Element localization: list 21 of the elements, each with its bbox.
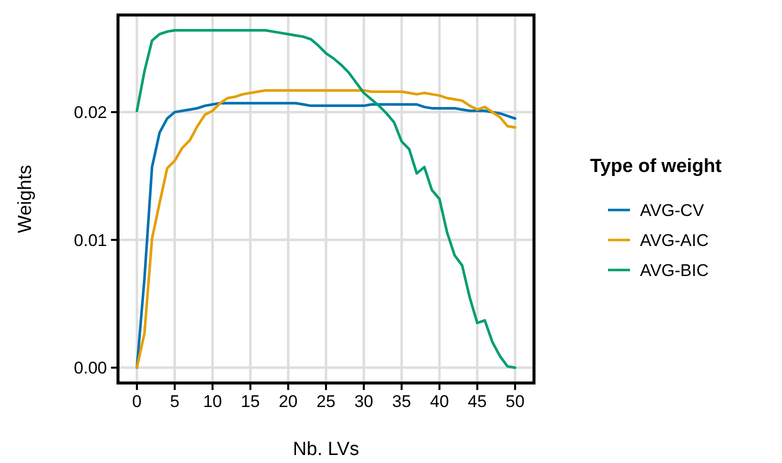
x-tick-label: 0 [132,392,142,411]
x-tick-label: 5 [170,392,180,411]
x-tick-label: 15 [240,392,260,411]
y-tick-label: 0.01 [74,230,107,250]
legend-label: AVG-CV [640,200,705,220]
x-tick-label: 30 [354,392,374,411]
x-tick-label: 50 [506,392,525,411]
x-tick-label: 45 [468,392,487,411]
x-tick-label: 40 [430,392,449,411]
line-series [136,29,516,369]
legend-title: Type of weight [590,156,722,177]
x-tick-label: 25 [316,392,336,411]
x-tick-label: 35 [392,392,412,411]
y-axis-title: Weights [15,164,36,234]
x-tick-label: 10 [203,392,222,411]
x-axis-title: Nb. LVs [292,439,360,460]
y-tick-label: 0.00 [74,358,107,378]
x-tick-label: 20 [278,392,298,411]
legend-label: AVG-AIC [640,230,709,250]
y-tick-label: 0.02 [74,103,107,122]
legend-label: AVG-BIC [640,260,709,280]
